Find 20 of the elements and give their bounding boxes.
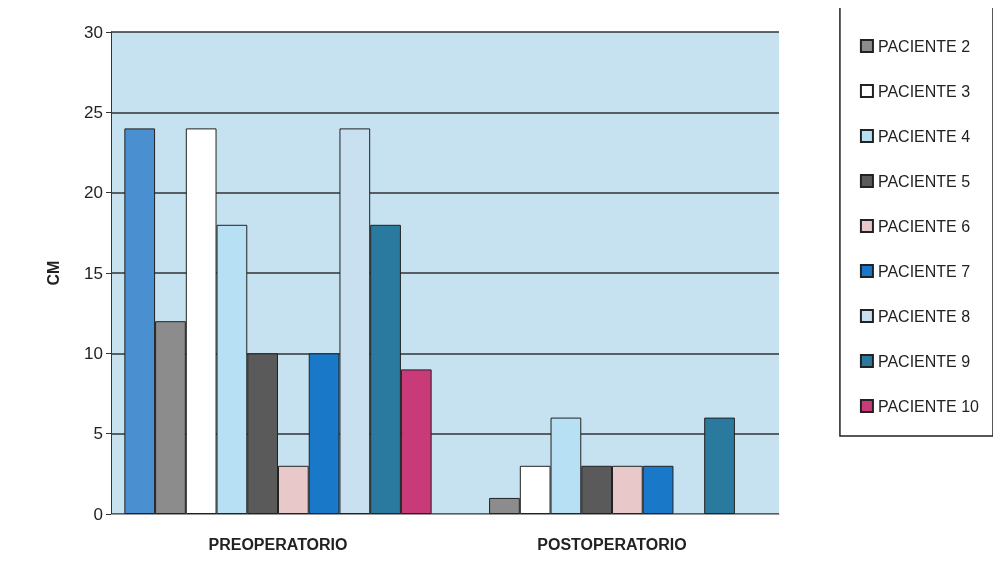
x-tick-label: PREOPERATORIO [208, 535, 348, 553]
y-tick-label: 25 [84, 102, 103, 122]
legend-label: PACIENTE 8 [877, 307, 971, 325]
legend-label: PACIENTE 10 [877, 397, 980, 415]
y-tick-label: 0 [93, 504, 103, 524]
legend-label: PACIENTE 3 [877, 82, 971, 100]
legend-label: PACIENTE 6 [877, 217, 971, 235]
legend-label: PACIENTE 5 [877, 172, 971, 190]
legend-label: PACIENTE 2 [877, 37, 971, 55]
legend-label: PACIENTE 4 [877, 127, 971, 145]
bar [704, 417, 735, 514]
y-axis-title: CM [44, 260, 62, 286]
y-tick-label: 20 [84, 183, 103, 203]
y-tick-label: 15 [84, 263, 103, 283]
y-tick-label: 30 [84, 22, 103, 42]
y-tick-label: 10 [84, 343, 103, 363]
y-tick-label: 5 [93, 424, 103, 444]
legend-label: PACIENTE 7 [877, 262, 971, 280]
x-tick-label: POSTOPERATORIO [537, 535, 687, 553]
legend-label: PACIENTE 9 [877, 352, 971, 370]
